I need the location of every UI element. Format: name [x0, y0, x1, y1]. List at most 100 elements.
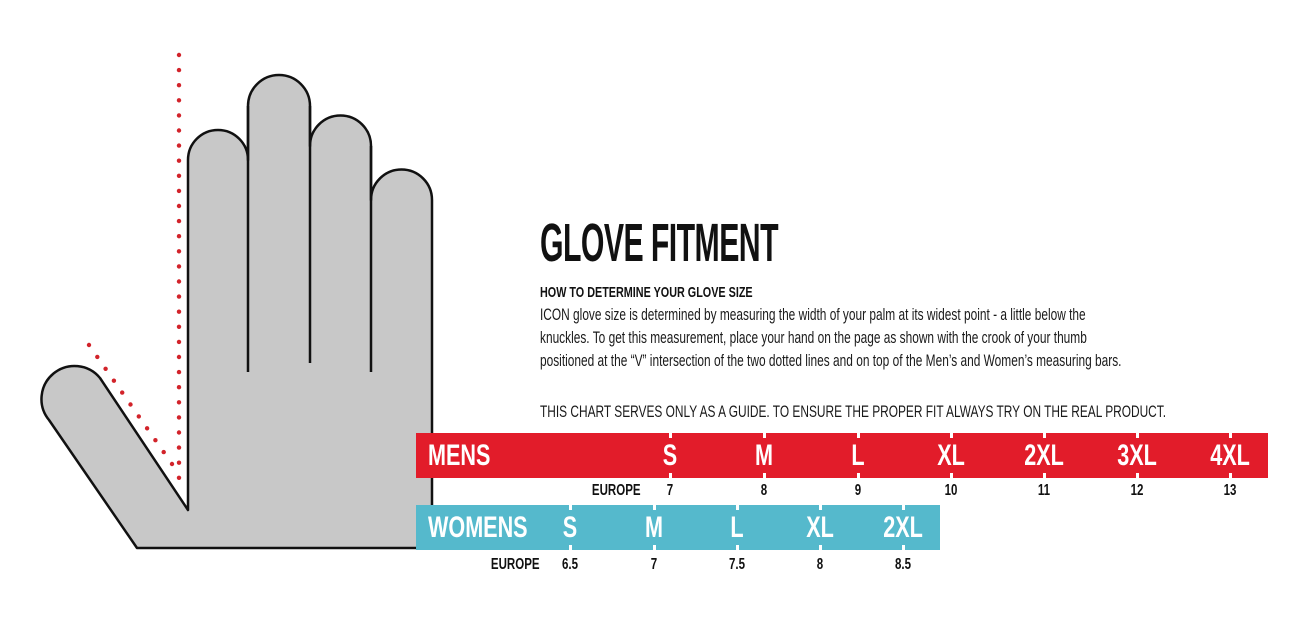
measure-dot — [176, 324, 182, 329]
finger-separators — [246, 106, 373, 372]
womens-europe-size: 6.5 — [561, 556, 579, 573]
mens-europe-size: 13 — [1223, 482, 1237, 499]
size-tick — [1043, 473, 1046, 478]
womens-europe-label: EUROPE — [491, 556, 540, 573]
measure-dot — [161, 449, 166, 455]
size-tick — [1229, 473, 1232, 478]
description-line: knuckles. To get this measurement, place… — [540, 328, 1087, 347]
measure-dot — [176, 445, 182, 450]
measure-dot — [176, 279, 182, 284]
size-tick — [569, 505, 572, 510]
size-tick — [653, 505, 656, 510]
measure-dot — [153, 438, 158, 443]
mens-size-l: L — [851, 439, 865, 472]
size-tick — [736, 505, 739, 510]
measure-dot — [176, 188, 182, 194]
measure-dot — [176, 143, 182, 148]
measure-dot — [176, 203, 182, 209]
mens-europe-label: EUROPE — [592, 482, 641, 499]
measure-dot — [169, 461, 175, 467]
subheading: HOW TO DETERMINE YOUR GLOVE SIZE — [540, 284, 753, 301]
womens-size-l: L — [730, 511, 744, 544]
size-tick — [857, 473, 860, 478]
mens-size-s: S — [662, 439, 678, 472]
size-tick — [653, 545, 656, 550]
womens-size-xl: XL — [806, 511, 834, 544]
size-tick — [1043, 433, 1046, 438]
measure-dot — [111, 378, 117, 383]
size-tick — [819, 505, 822, 510]
womens-europe-size: 8.5 — [894, 556, 912, 573]
measure-dot — [120, 390, 125, 395]
mens-europe-size: 8 — [760, 482, 768, 499]
measure-dot — [176, 234, 182, 239]
measure-dot — [176, 52, 182, 58]
mens-size-3xl: 3XL — [1117, 439, 1157, 472]
mens-size-4xl: 4XL — [1210, 439, 1250, 472]
measure-dot — [176, 354, 182, 360]
measure-dot — [144, 426, 150, 431]
mens-europe-size: 12 — [1130, 482, 1144, 499]
womens-europe-size: 7 — [650, 556, 658, 573]
womens-size-2xl: 2XL — [883, 511, 923, 544]
size-tick — [669, 433, 672, 438]
size-tick — [857, 433, 860, 438]
measure-dot — [176, 264, 182, 269]
size-tick — [819, 545, 822, 550]
page-title: GLOVE FITMENT — [540, 213, 779, 273]
mens-size-bar: MENS S M L XL 2XL 3XL 4XL — [416, 433, 1268, 478]
measure-dot — [176, 128, 182, 133]
measure-dot — [176, 249, 182, 254]
size-tick — [950, 473, 953, 478]
size-tick — [669, 473, 672, 478]
hand-outline — [40, 73, 434, 550]
size-tick — [1136, 433, 1139, 438]
womens-size-bar: WOMENS S M L XL 2XL — [416, 505, 940, 550]
measure-dot — [176, 83, 182, 88]
mens-label: MENS — [428, 439, 491, 472]
size-tick — [763, 433, 766, 438]
size-tick — [1136, 473, 1139, 478]
womens-label: WOMENS — [428, 511, 528, 544]
measure-dot — [176, 415, 182, 420]
womens-size-s: S — [562, 511, 578, 544]
mens-europe-size: 7 — [666, 482, 674, 499]
measure-dot — [176, 309, 182, 314]
mens-size-xl: XL — [937, 439, 965, 472]
womens-europe-size: 8 — [816, 556, 824, 573]
measure-dot — [95, 354, 100, 360]
dotted-measuring-lines — [86, 52, 182, 480]
size-tick — [902, 505, 905, 510]
size-tick — [1229, 433, 1232, 438]
measure-dot — [136, 414, 141, 419]
measure-dot — [103, 366, 108, 371]
measure-dot — [176, 339, 182, 345]
measure-dot — [176, 98, 182, 103]
womens-size-m: M — [645, 511, 663, 544]
size-tick — [902, 545, 905, 550]
measure-dot — [176, 67, 182, 73]
measure-dot — [176, 385, 182, 390]
size-tick — [950, 433, 953, 438]
measure-dot — [176, 475, 182, 480]
measure-dot — [86, 342, 92, 348]
measure-dot — [176, 113, 182, 118]
womens-europe-size: 7.5 — [728, 556, 746, 573]
mens-europe-size: 11 — [1037, 482, 1051, 499]
mens-europe-size: 9 — [854, 482, 862, 499]
measure-dot — [176, 369, 182, 375]
disclaimer: THIS CHART SERVES ONLY AS A GUIDE. TO EN… — [540, 402, 1167, 421]
measure-dot — [176, 294, 182, 299]
size-tick — [736, 545, 739, 550]
description-line: positioned at the “V” intersection of th… — [540, 351, 1122, 370]
measure-dot — [176, 430, 182, 435]
size-tick — [763, 473, 766, 478]
measure-dot — [176, 158, 182, 163]
mens-europe-size: 10 — [944, 482, 958, 499]
measure-dot — [176, 400, 182, 405]
measure-dot — [176, 460, 182, 465]
description-line: ICON glove size is determined by measuri… — [540, 305, 1086, 324]
mens-size-2xl: 2XL — [1024, 439, 1064, 472]
measure-dot — [128, 402, 133, 407]
